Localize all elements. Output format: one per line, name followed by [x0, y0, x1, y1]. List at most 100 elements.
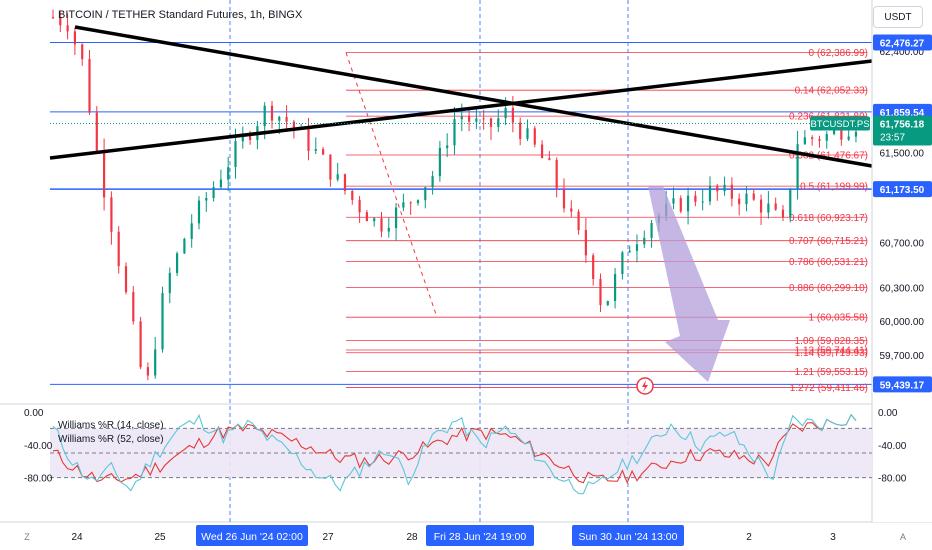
current-price-label: 61,756.18 — [880, 120, 925, 131]
candle-body — [453, 119, 456, 146]
fib-level-label: 0.5 (61,199.99) — [800, 182, 868, 193]
time-axis-label: 3 — [830, 532, 836, 543]
candle-body — [650, 223, 653, 238]
williams-r-52-line — [52, 413, 857, 485]
candle-body — [570, 208, 573, 212]
candle-body — [205, 198, 208, 201]
price-axis-tick: 61,500.00 — [880, 148, 925, 159]
time-highlight-label: Fri 28 Jun '24 19:00 — [434, 531, 527, 543]
candle-body — [796, 144, 799, 189]
candle-body — [643, 237, 646, 245]
candle-body — [219, 179, 222, 188]
symbol-badge-label: BTCUSDT.PS — [810, 119, 869, 130]
candle-body — [278, 116, 281, 121]
time-highlight-badge — [572, 525, 684, 546]
candle-body — [402, 202, 405, 208]
candle-body — [154, 349, 157, 376]
candle-body — [847, 136, 850, 140]
candle-body — [175, 253, 179, 273]
candle-body — [380, 218, 383, 232]
candle-body — [314, 149, 317, 151]
candle-body — [511, 107, 514, 123]
candle-body — [329, 154, 332, 180]
indicator-right-tick: 0.00 — [878, 408, 898, 419]
candle-body — [168, 272, 171, 294]
indicator-left-tick: -40.00 — [24, 441, 53, 452]
candle-body — [832, 129, 836, 135]
candle-body — [212, 187, 215, 199]
fib-level-label: 0.786 (60,531.21) — [789, 257, 868, 268]
candle-body — [241, 135, 244, 142]
current-price-badge — [873, 115, 932, 146]
auto-scale-corner: A — [900, 532, 906, 542]
candle-body — [577, 211, 580, 231]
candle-body — [51, 17, 55, 19]
candle-body — [66, 25, 69, 32]
candle-body — [424, 187, 427, 201]
countdown-label: 23:57 — [880, 133, 905, 144]
price-badge-label: 59,439.17 — [880, 380, 925, 391]
candle-body — [438, 148, 441, 177]
candle-body — [81, 44, 84, 60]
ascending-trend-line — [49, 59, 873, 160]
fib-level-label: 1.272 (59,411.46) — [790, 383, 868, 394]
fib-level-label: 1.13 (59,744.41) — [795, 345, 868, 356]
fib-level-label: 0.382 (61,476.67) — [789, 150, 868, 161]
candle-body — [227, 167, 230, 180]
candles-group — [51, 9, 858, 381]
candle-body — [497, 118, 500, 127]
price-axis-tick: 59,700.00 — [880, 351, 925, 362]
candle-body — [59, 17, 62, 26]
candle-body — [716, 185, 719, 192]
candle-body — [723, 184, 726, 192]
candle-body — [482, 118, 485, 120]
candle-body — [248, 135, 252, 140]
currency-button[interactable]: USDT — [873, 6, 923, 28]
candle-body — [73, 31, 76, 45]
candle-body — [803, 137, 806, 145]
time-axis-label: 27 — [322, 532, 334, 543]
price-axis-tick: 60,000.00 — [880, 317, 925, 328]
candle-body — [183, 238, 186, 254]
candle-body — [533, 128, 536, 145]
candle-body — [708, 185, 712, 202]
williams-r-52-legend[interactable]: Williams %R (52, close) — [58, 434, 164, 445]
price-axis-bg — [872, 0, 932, 522]
candle-body — [132, 292, 135, 322]
candle-body — [467, 116, 471, 122]
price-badge-label: 62,476.27 — [880, 38, 925, 49]
candle-body — [628, 250, 631, 253]
time-highlight-label: Wed 26 Jun '24 02:00 — [201, 531, 303, 543]
time-axis-label: 2 — [746, 532, 752, 543]
candle-body — [431, 176, 434, 188]
candle-body — [854, 131, 858, 137]
candle-body — [752, 193, 755, 200]
price-axis-tick: 60,300.00 — [880, 283, 925, 294]
candle-body — [759, 199, 763, 213]
candle-body — [110, 197, 113, 232]
candle-body — [387, 227, 390, 232]
candle-body — [789, 188, 792, 218]
candle-body — [635, 244, 639, 251]
price-badge — [873, 34, 932, 51]
williams-r-14-legend[interactable]: Williams %R (14, close) — [58, 420, 164, 431]
candle-body — [555, 159, 558, 189]
fib-level-label: 1.14 (59,719.93) — [795, 348, 868, 359]
candle-body — [124, 266, 128, 293]
symbol-badge — [810, 116, 870, 131]
fib-level-label: 0.707 (60,715.21) — [789, 236, 868, 247]
candle-body — [365, 212, 368, 222]
price-badge-label: 61,859.54 — [880, 108, 925, 119]
price-badge-label: 61,173.50 — [880, 185, 925, 196]
price-badge — [873, 181, 932, 198]
candle-body — [263, 105, 266, 127]
candle-body — [234, 141, 237, 168]
candle-body — [336, 174, 339, 180]
candle-body — [592, 255, 595, 279]
candle-body — [606, 300, 609, 306]
candle-body — [701, 201, 704, 203]
candle-body — [95, 112, 98, 152]
candle-body — [562, 188, 566, 209]
